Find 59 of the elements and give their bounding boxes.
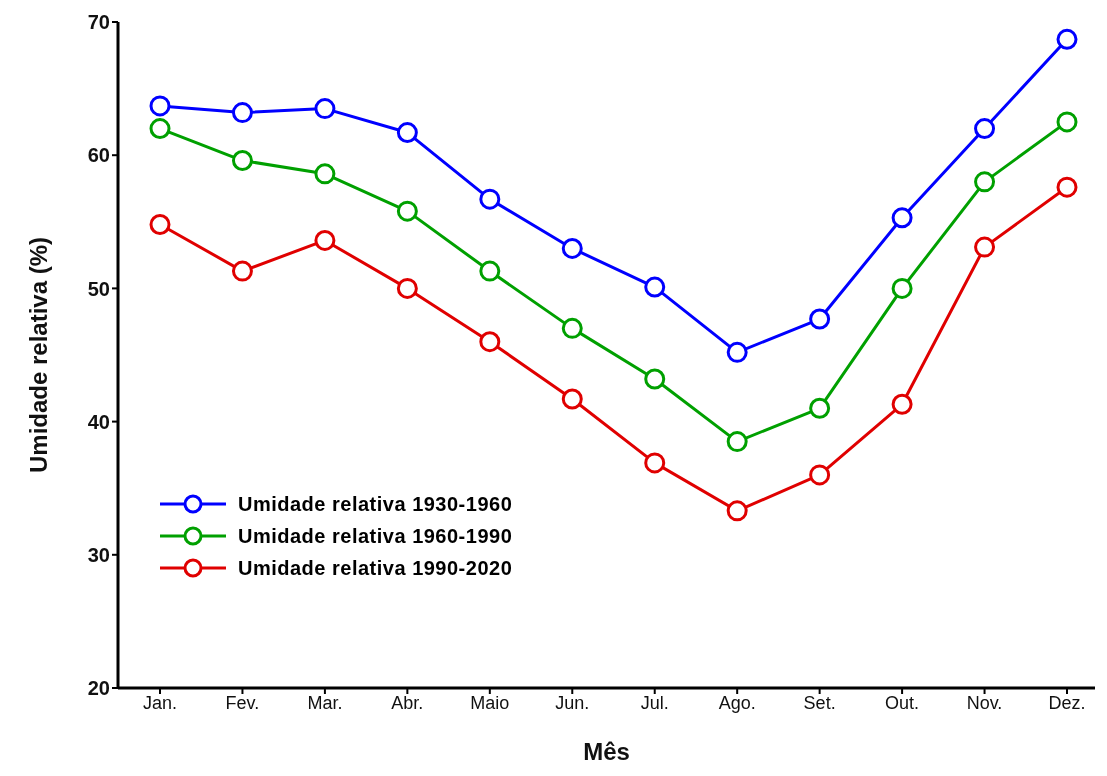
point	[561, 317, 583, 339]
x-tick-label: Abr.	[391, 692, 424, 713]
x-tick-label: Jul.	[640, 692, 669, 713]
x-tick-label: Out.	[885, 692, 920, 713]
point	[314, 98, 336, 120]
x-tick-label: Fev.	[225, 692, 260, 713]
x-tick-label: Jan.	[142, 692, 178, 713]
point	[974, 171, 996, 193]
point	[231, 260, 253, 282]
point	[396, 200, 418, 222]
point	[809, 464, 831, 486]
point	[149, 118, 171, 140]
y-tick-label: 60	[87, 144, 110, 167]
point	[726, 500, 748, 522]
point	[149, 95, 171, 117]
x-tick-label: Ago.	[718, 692, 756, 713]
point	[644, 452, 666, 474]
point	[891, 393, 913, 415]
point	[231, 102, 253, 124]
point	[1056, 111, 1078, 133]
point	[726, 341, 748, 363]
x-tick-label: Jun.	[555, 692, 590, 713]
point	[1056, 176, 1078, 198]
y-tick-label: 70	[87, 11, 110, 34]
point	[396, 122, 418, 144]
point	[809, 308, 831, 330]
y-tick-label: 30	[87, 543, 110, 566]
point	[809, 397, 831, 419]
x-tick-label: Mar.	[307, 692, 343, 713]
x-axis-title: Mês	[583, 738, 630, 765]
legend-label: Umidade relativa 1960-1990	[238, 524, 513, 548]
x-tick-label: Maio	[470, 692, 510, 713]
x-tick-label: Dez.	[1048, 692, 1086, 713]
legend-label: Umidade relativa 1930-1960	[238, 492, 513, 516]
point	[479, 331, 501, 353]
y-tick-label: 50	[87, 277, 110, 300]
point	[479, 188, 501, 210]
x-tick-label: Nov.	[966, 692, 1003, 713]
point	[314, 229, 336, 251]
point	[479, 260, 501, 282]
point	[231, 150, 253, 172]
point	[561, 237, 583, 259]
x-tick-label: Set.	[803, 692, 836, 713]
point	[891, 277, 913, 299]
y-tick-label: 20	[87, 677, 110, 700]
point	[396, 277, 418, 299]
point	[974, 118, 996, 140]
point	[644, 368, 666, 390]
point	[974, 236, 996, 258]
point	[644, 276, 666, 298]
point	[891, 207, 913, 229]
y-tick-label: 40	[87, 410, 110, 433]
point	[149, 213, 171, 235]
point	[1056, 28, 1078, 50]
point	[561, 388, 583, 410]
legend-label: Umidade relativa 1990-2020	[238, 556, 513, 580]
point	[726, 431, 748, 453]
y-axis-title: Umidade relativa (%)	[24, 236, 52, 474]
point	[314, 163, 336, 185]
